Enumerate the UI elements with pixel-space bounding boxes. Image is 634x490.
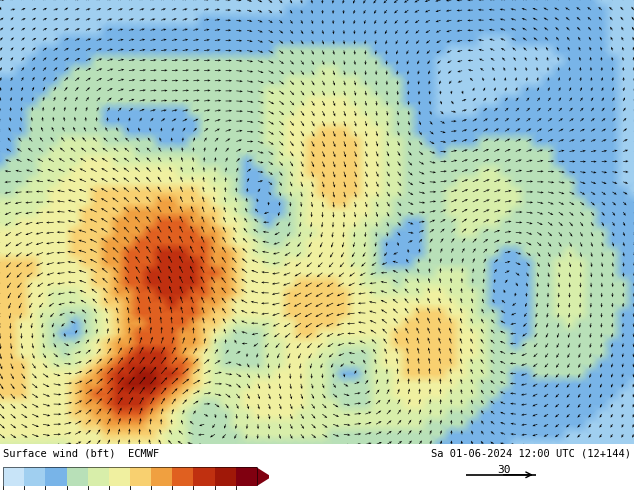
Bar [24,467,46,486]
Text: 30: 30 [497,465,511,475]
Text: Surface wind (bft)  ECMWF: Surface wind (bft) ECMWF [3,448,159,458]
Bar [151,467,172,486]
Bar [130,467,151,486]
Bar [236,467,257,486]
Bar [109,467,130,486]
Bar [214,467,236,486]
Polygon shape [257,467,271,486]
Bar [3,467,24,486]
Text: Sa 01-06-2024 12:00 UTC (12+144): Sa 01-06-2024 12:00 UTC (12+144) [431,448,631,458]
Bar [193,467,214,486]
Bar [172,467,193,486]
Bar [87,467,109,486]
Bar [46,467,67,486]
Bar [67,467,87,486]
